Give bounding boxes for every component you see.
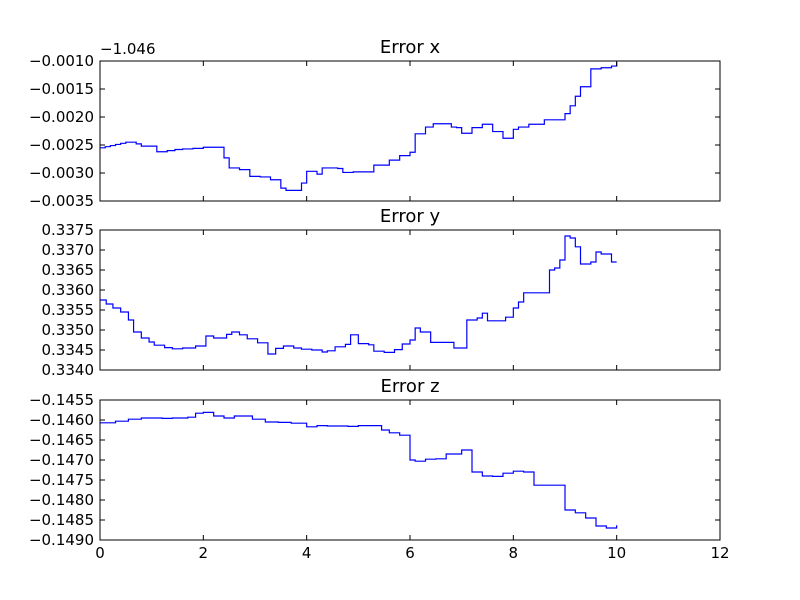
series-line — [100, 62, 618, 191]
y-tick-label: −0.1475 — [29, 471, 94, 489]
chart-title: Error z — [380, 376, 439, 397]
plot-area: 0.3340 0.3345 0.3350 0.3355 0.3360 0.3365 0.33… — [42, 221, 721, 379]
subplot-error-z: Error z −0.1490−0.1485−0.1480−0.1475−0.1… — [29, 376, 730, 562]
y-tick-label: −0.1460 — [29, 411, 94, 429]
series-line — [100, 235, 617, 355]
x-tick-label: 4 — [302, 544, 312, 562]
chart-title: Error y — [380, 206, 441, 227]
y-tick-label: −0.1480 — [29, 491, 94, 509]
y-tick-label: −0.0010 — [29, 52, 94, 70]
y-tick-label: −0.0020 — [29, 108, 94, 126]
y-tick-label: −0.0035 — [29, 192, 94, 210]
y-tick-label: −0.1465 — [29, 431, 94, 449]
x-tick-label: 12 — [710, 544, 729, 562]
y-tick-label: 0.3340 — [42, 361, 95, 379]
y-tick-label: 0.3360 — [42, 281, 95, 299]
y-tick-label: 0.3370 — [42, 241, 95, 259]
x-tick-label: 8 — [509, 544, 519, 562]
x-tick-label: 0 — [95, 544, 105, 562]
y-tick-label: −0.1455 — [29, 391, 94, 409]
y-tick-label: −0.0025 — [29, 136, 94, 154]
y-tick-label: −0.1490 — [29, 531, 94, 549]
y-tick-label: −0.1485 — [29, 511, 94, 529]
chart-title: Error x — [380, 37, 441, 58]
x-tick-label: 6 — [405, 544, 415, 562]
y-tick-label: 0.3345 — [42, 341, 95, 359]
x-tick-label: 10 — [607, 544, 626, 562]
subplot-error-x: Error x −1.046 −0.0035−0.0030−0.0025−0.0… — [29, 37, 721, 210]
plot-area: −0.1490 −0.1485 −0.1480 −0.1475 −0.1470 −0.14… — [29, 391, 730, 562]
y-tick-label: 0.3350 — [42, 321, 95, 339]
x-tick-label: 2 — [199, 544, 209, 562]
series-line — [100, 411, 618, 529]
y-offset-label: −1.046 — [100, 40, 156, 58]
y-tick-label: −0.1470 — [29, 451, 94, 469]
plot-area: −0.0035 −0.0030 −0.0025 −0.0020 −0.0015 −0.00… — [29, 52, 721, 210]
y-tick-label: 0.3365 — [42, 261, 95, 279]
subplot-error-y: Error y 0.33400.33450.33500.33550.33600.… — [42, 206, 721, 379]
y-tick-label: 0.3375 — [42, 221, 95, 239]
y-tick-label: 0.3355 — [42, 301, 95, 319]
y-tick-label: −0.0015 — [29, 80, 94, 98]
y-tick-label: −0.0030 — [29, 164, 94, 182]
